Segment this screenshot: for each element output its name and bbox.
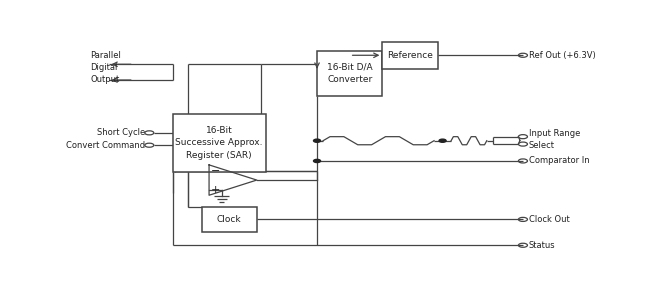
Text: Comparator In: Comparator In — [529, 157, 590, 166]
Text: Parallel
Digital
Output: Parallel Digital Output — [90, 51, 121, 84]
Text: Input Range
Select: Input Range Select — [529, 129, 581, 150]
FancyBboxPatch shape — [202, 207, 257, 232]
Text: 16-Bit
Successive Approx.
Register (SAR): 16-Bit Successive Approx. Register (SAR) — [176, 126, 263, 160]
Text: Ref Out (+6.3V): Ref Out (+6.3V) — [529, 51, 596, 60]
FancyBboxPatch shape — [382, 42, 437, 69]
Text: +: + — [211, 185, 220, 194]
Circle shape — [314, 159, 321, 163]
Text: Convert Command: Convert Command — [66, 141, 145, 150]
FancyBboxPatch shape — [172, 114, 266, 172]
Text: Status: Status — [529, 241, 555, 250]
FancyBboxPatch shape — [317, 51, 382, 96]
Text: Reference: Reference — [387, 51, 433, 60]
Text: 16-Bit D/A
Converter: 16-Bit D/A Converter — [327, 62, 373, 84]
Text: −: − — [211, 166, 220, 175]
Text: Clock: Clock — [217, 215, 242, 224]
Text: Short Cycle: Short Cycle — [97, 128, 145, 137]
Circle shape — [439, 139, 446, 142]
Circle shape — [314, 139, 321, 142]
Text: Clock Out: Clock Out — [529, 215, 570, 224]
